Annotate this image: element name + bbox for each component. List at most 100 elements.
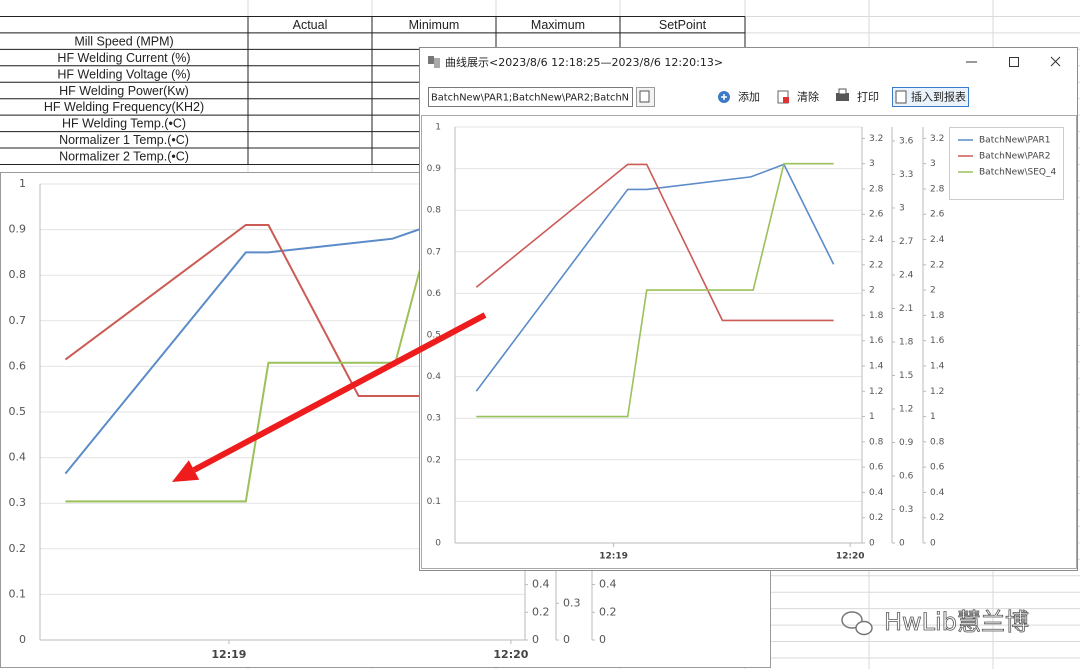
- query-text: BatchNew\PAR1;BatchNew\PAR2;BatchN: [431, 93, 629, 104]
- button-label: 插入到报表: [911, 90, 966, 104]
- y-tick-label: 1: [19, 177, 26, 190]
- watermark: HwLib慧兰博: [841, 608, 1029, 636]
- y-tick-label: 0.4: [9, 451, 27, 464]
- y-tick-label: 0.2: [427, 455, 441, 465]
- y2-tick-label: 0.2: [869, 513, 883, 523]
- data-line: [475, 163, 834, 322]
- y2-tick-label: 0.2: [930, 513, 944, 523]
- y-tick-label: 1: [435, 123, 441, 133]
- y2-tick-label: 0.6: [930, 463, 945, 473]
- close-button[interactable]: [1050, 56, 1061, 67]
- y2-tick-label: 0: [599, 633, 606, 646]
- row-label: Mill Speed (MPM): [74, 34, 173, 48]
- wechat-icon: [855, 620, 873, 636]
- dialog-chart: 0 0.1 0.2 0.3 0.4 0.5 0.6 0.7 0.8 0.9 1 0 0.2 0.4 0.6 0…: [427, 123, 1064, 562]
- y-tick-label: 0.8: [427, 206, 442, 216]
- row-label: HF Welding Frequency(KH2): [44, 100, 204, 114]
- y2-tick-label: 2.8: [930, 184, 945, 194]
- y2-tick-label: 0.4: [930, 488, 945, 498]
- y-tick-label: 0.1: [9, 587, 27, 600]
- print-icon: [838, 88, 847, 95]
- y2-tick-label: 3.2: [930, 134, 944, 144]
- y2-tick-label: 2.2: [930, 260, 944, 270]
- y2-tick-label: 3.6: [899, 136, 914, 146]
- y2-tick-label: 2.2: [869, 260, 883, 270]
- insert-icon: [895, 90, 907, 104]
- y-tick-label: 0.1: [427, 497, 441, 507]
- y-tick-label: 0: [435, 539, 441, 549]
- y2-tick-label: 0: [899, 539, 905, 549]
- wechat-icon: [841, 611, 863, 629]
- app-icon: [434, 58, 440, 68]
- y2-tick-label: 2: [869, 286, 875, 296]
- red-arrow: [172, 312, 487, 482]
- y-tick-label: 0.3: [9, 496, 27, 509]
- y-tick-label: 0.7: [427, 247, 441, 257]
- y2-tick-label: 1: [869, 412, 875, 422]
- y2-tick-label: 0.8: [869, 437, 884, 447]
- y2-tick-label: 1.6: [930, 336, 945, 346]
- y2-tick-label: 2.4: [869, 235, 884, 245]
- y2-tick-label: 1.8: [930, 311, 945, 321]
- clear-icon: [783, 97, 789, 103]
- arrow-shaft: [192, 312, 487, 473]
- y-tick-label: 0.8: [9, 268, 27, 281]
- button-label: 清除: [797, 90, 819, 104]
- y2-tick-label: 1.4: [930, 361, 945, 371]
- button-label: 打印: [857, 90, 879, 104]
- y-tick-label: 0.9: [9, 223, 27, 236]
- y2-tick-label: 0.8: [930, 437, 945, 447]
- y2-tick-label: 0.9: [899, 438, 914, 448]
- data-line: [475, 163, 835, 392]
- column-header: SetPoint: [659, 18, 707, 32]
- browse-icon: [639, 90, 650, 103]
- y2-tick-label: 1.8: [899, 337, 914, 347]
- data-line: [476, 162, 834, 418]
- watermark-text: HwLib慧兰博: [884, 608, 1029, 636]
- y2-tick-label: 3: [869, 159, 875, 169]
- x-tick-label: 12:19: [211, 648, 246, 661]
- y2-tick-label: 1.2: [899, 404, 913, 414]
- row-label: HF Welding Current (%): [57, 51, 190, 65]
- y2-tick-label: 0.4: [532, 578, 550, 591]
- y-tick-label: 0.2: [9, 542, 27, 555]
- y2-tick-label: 0.2: [599, 605, 617, 618]
- add-icon: [721, 94, 727, 100]
- button-label: 添加: [738, 90, 760, 104]
- arrow-head: [172, 460, 200, 482]
- y2-tick-label: 0: [563, 633, 570, 646]
- y-tick-label: 0.5: [9, 405, 27, 418]
- maximize-button[interactable]: [1009, 57, 1019, 67]
- y2-tick-label: 3: [930, 159, 936, 169]
- query-input[interactable]: [428, 87, 633, 107]
- y2-tick-label: 0: [532, 633, 539, 646]
- y-tick-label: 0: [19, 633, 26, 646]
- legend-label: BatchNew\PAR1: [979, 136, 1051, 146]
- y-tick-label: 0.9: [427, 164, 442, 174]
- y2-tick-label: 1.5: [899, 371, 913, 381]
- y2-tick-label: 0.6: [899, 471, 914, 481]
- y2-tick-label: 1.8: [869, 311, 884, 321]
- y2-tick-label: 2.4: [930, 235, 945, 245]
- y2-tick-label: 0.4: [599, 578, 617, 591]
- y2-tick-label: 2: [930, 286, 936, 296]
- column-header: Maximum: [531, 18, 585, 32]
- y-tick-label: 0.6: [9, 359, 27, 372]
- row-label: HF Welding Power(Kw): [59, 84, 189, 98]
- y2-tick-label: 1.2: [869, 387, 883, 397]
- y-tick-label: 0.3: [427, 414, 441, 424]
- y2-tick-label: 0.3: [563, 596, 581, 609]
- row-label: HF Welding Temp.(•C): [62, 117, 186, 131]
- y2-tick-label: 2.1: [899, 304, 913, 314]
- y2-tick-label: 0.2: [532, 605, 550, 618]
- dialog-title: 曲线展示<2023/8/6 12:18:25—2023/8/6 12:20:13…: [445, 55, 723, 69]
- print-icon: [836, 93, 849, 101]
- y2-tick-label: 3: [899, 203, 905, 213]
- dialog-window: 曲线展示<2023/8/6 12:18:25—2023/8/6 12:20:13…: [419, 47, 1078, 571]
- y2-tick-label: 3.3: [899, 170, 913, 180]
- y2-tick-label: 0: [930, 539, 936, 549]
- x-tick-label: 12:20: [493, 648, 528, 661]
- x-tick-label: 12:19: [599, 552, 628, 562]
- insert-report-button[interactable]: [892, 87, 969, 107]
